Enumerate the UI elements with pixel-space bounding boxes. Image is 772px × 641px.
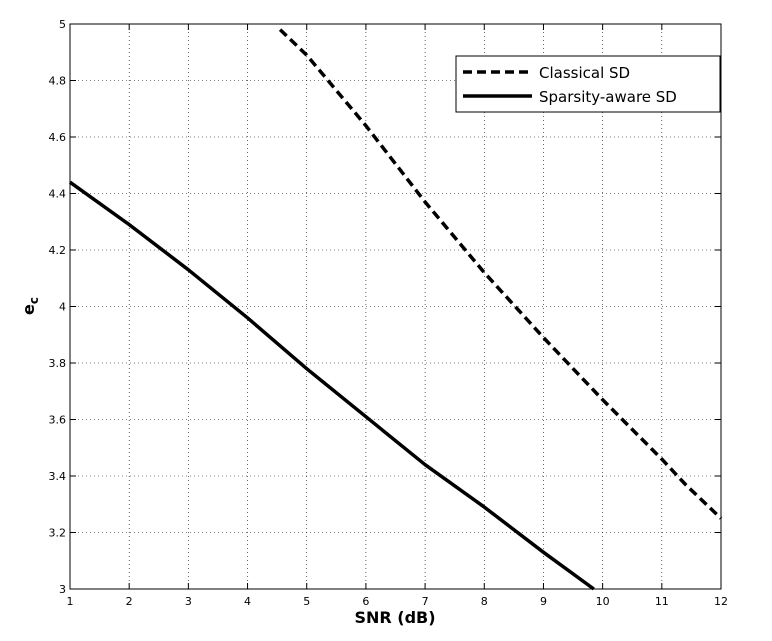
y-tick-label: 5 xyxy=(59,18,66,31)
y-tick-label: 3.4 xyxy=(49,470,67,483)
x-tick-label: 10 xyxy=(596,595,610,608)
x-tick-label: 6 xyxy=(362,595,369,608)
x-tick-label: 12 xyxy=(714,595,728,608)
y-tick-label: 4.6 xyxy=(49,131,67,144)
x-axis-label: SNR (dB) xyxy=(354,608,435,627)
legend: Classical SD Sparsity-aware SD xyxy=(455,55,721,113)
x-tick-label: 5 xyxy=(303,595,310,608)
axis-ticks xyxy=(69,23,722,590)
tick-labels: 1 2 3 4 5 6 7 8 9 10 11 1233.23.43.63.844.24.44.64.… xyxy=(49,18,729,608)
y-tick-label: 3.2 xyxy=(49,527,67,540)
y-tick-label: 3 xyxy=(59,583,66,596)
x-tick-label: 4 xyxy=(244,595,251,608)
y-tick-label: 4.2 xyxy=(49,244,67,257)
y-tick-label: 4.8 xyxy=(49,75,67,88)
y-axis-label-subscript: c xyxy=(27,297,41,304)
y-tick-label: 4.4 xyxy=(49,188,67,201)
legend-label-sparsity-aware-sd: Sparsity-aware SD xyxy=(539,88,677,106)
x-tick-label: 8 xyxy=(481,595,488,608)
x-tick-label: 1 xyxy=(67,595,74,608)
x-tick-label: 11 xyxy=(655,595,669,608)
y-axis-label: ec xyxy=(19,297,41,315)
legend-box xyxy=(455,55,721,113)
legend-label-classical-sd: Classical SD xyxy=(539,64,630,82)
series-line-classical-sd xyxy=(278,28,723,520)
y-axis-label-base: e xyxy=(19,304,38,315)
y-tick-label: 3.6 xyxy=(49,414,67,427)
x-tick-label: 7 xyxy=(422,595,429,608)
y-tick-label: 3.8 xyxy=(49,357,67,370)
x-tick-label: 3 xyxy=(185,595,192,608)
y-tick-label: 4 xyxy=(59,301,66,314)
x-tick-label: 9 xyxy=(540,595,547,608)
x-tick-label: 2 xyxy=(126,595,133,608)
series-lines xyxy=(68,28,723,591)
grid-lines xyxy=(70,24,721,589)
series-line-sparsity-aware-sd xyxy=(68,180,595,591)
